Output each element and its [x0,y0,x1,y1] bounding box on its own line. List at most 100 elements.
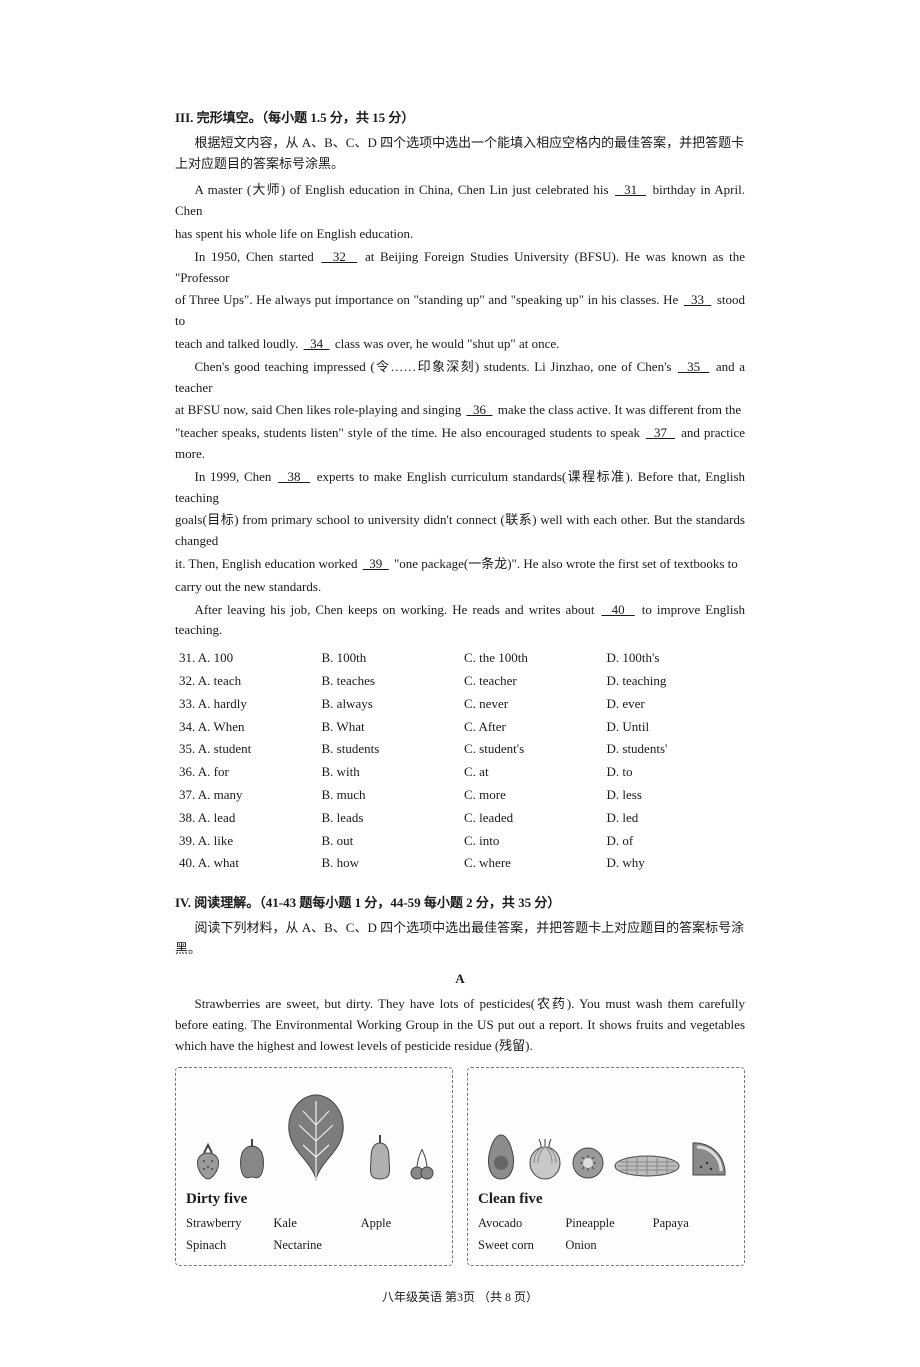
option-cell: B. leads [318,807,461,830]
dirty-item: Spinach [186,1235,267,1255]
blank-40: 40 [599,602,636,617]
corn-icon [612,1151,682,1181]
option-cell: D. Until [603,716,746,739]
clean-item: Papaya [653,1213,734,1233]
option-cell: 36. A. for [175,761,318,784]
option-cell: C. more [460,784,603,807]
blank-38: 38 [276,469,312,484]
passage-para-2: In 1950, Chen started 32 at Beijing Fore… [175,247,745,289]
blank-34: 34 [302,336,332,351]
para-text: In 1950, Chen started [195,249,320,264]
passage-para-3c: "teacher speaks, students listen" style … [175,423,745,465]
strawberry-icon [192,1141,224,1181]
option-cell: 33. A. hardly [175,693,318,716]
clean-five-box: Clean five Avocado Pineapple Papaya Swee… [467,1067,745,1266]
option-row: 36. A. forB. withC. atD. to [175,761,745,784]
cloze-passage: A master (大师) of English education in Ch… [175,180,745,641]
option-cell: B. out [318,830,461,853]
option-cell: C. the 100th [460,647,603,670]
cherries-icon [408,1145,436,1181]
passage-para-1: A master (大师) of English education in Ch… [175,180,745,222]
option-cell: D. less [603,784,746,807]
para-text: of Three Ups". He always put importance … [175,292,682,307]
blank-37: 37 [644,425,677,440]
option-cell: C. never [460,693,603,716]
kale-icon [281,1091,351,1181]
reading-passage-letter: A [175,969,745,990]
passage-para-2c: teach and talked loudly. 34 class was ov… [175,334,745,355]
option-cell: B. teaches [318,670,461,693]
blank-35: 35 [676,359,711,374]
avocado-icon [481,1131,521,1181]
dirty-five-items: Strawberry Kale Apple Spinach Nectarine [186,1213,442,1255]
exam-page: III. 完形填空。（每小题 1.5 分，共 15 分） 根据短文内容，从 A、… [0,0,920,1367]
option-cell: D. students' [603,738,746,761]
option-cell: B. how [318,852,461,875]
option-row: 33. A. hardlyB. alwaysC. neverD. ever [175,693,745,716]
option-row: 31. A. 100B. 100thC. the 100thD. 100th's [175,647,745,670]
pear-apple-icon [363,1131,397,1181]
option-cell: 32. A. teach [175,670,318,693]
passage-para-4c: it. Then, English education worked 39 "o… [175,554,745,575]
clean-illustrations [478,1076,734,1181]
para-text: "one package(一条龙)". He also wrote the fi… [394,556,738,571]
option-cell: B. much [318,784,461,807]
dirty-item: Apple [361,1213,442,1233]
blank-36: 36 [464,402,494,417]
option-cell: C. into [460,830,603,853]
para-text: A master (大师) of English education in Ch… [195,182,614,197]
passage-para-4b: goals(目标) from primary school to univers… [175,510,745,552]
option-cell: B. 100th [318,647,461,670]
blank-31: 31 [613,182,648,197]
option-cell: C. where [460,852,603,875]
section-3-title: III. 完形填空。（每小题 1.5 分，共 15 分） [175,108,745,129]
option-cell: 34. A. When [175,716,318,739]
section-4-instructions: 阅读下列材料，从 A、B、C、D 四个选项中选出最佳答案，并把答题卡上对应题目的… [175,918,745,960]
option-cell: 40. A. what [175,852,318,875]
option-cell: C. After [460,716,603,739]
clean-item: Onion [565,1235,646,1255]
option-row: 37. A. manyB. muchC. moreD. less [175,784,745,807]
para-text: After leaving his job, Chen keeps on wor… [195,602,600,617]
produce-boxes: Dirty five Strawberry Kale Apple Spinach… [175,1067,745,1266]
option-cell: B. What [318,716,461,739]
para-text: "teacher speaks, students listen" style … [175,425,644,440]
para-text: at BFSU now, said Chen likes role-playin… [175,402,464,417]
onion-icon [526,1137,564,1181]
clean-five-title: Clean five [478,1187,734,1211]
para-text: teach and talked loudly. [175,336,302,351]
option-row: 39. A. likeB. outC. intoD. of [175,830,745,853]
clean-five-items: Avocado Pineapple Papaya Sweet corn Onio… [478,1213,734,1255]
dirty-item: Kale [273,1213,354,1233]
passage-para-3b: at BFSU now, said Chen likes role-playin… [175,400,745,421]
passage-para-4d: carry out the new standards. [175,577,745,598]
option-cell: D. to [603,761,746,784]
option-cell: C. at [460,761,603,784]
blank-32: 32 [319,249,359,264]
pepper-icon [235,1137,269,1181]
option-row: 40. A. whatB. howC. whereD. why [175,852,745,875]
passage-para-1b: has spent his whole life on English educ… [175,224,745,245]
option-cell: D. ever [603,693,746,716]
option-cell: D. why [603,852,746,875]
clean-item: Pineapple [565,1213,646,1233]
option-cell: D. teaching [603,670,746,693]
section-4: IV. 阅读理解。（41-43 题每小题 1 分，44-59 每小题 2 分，共… [175,893,745,1266]
clean-item: Sweet corn [478,1235,559,1255]
para-text: it. Then, English education worked [175,556,361,571]
reading-intro-text: Strawberries are sweet, but dirty. They … [175,994,745,1056]
blank-33: 33 [682,292,713,307]
passage-para-4: In 1999, Chen 38 experts to make English… [175,467,745,509]
option-cell: C. teacher [460,670,603,693]
papaya-watermelon-icon [687,1137,731,1181]
option-cell: 38. A. lead [175,807,318,830]
option-row: 34. A. WhenB. WhatC. AfterD. Until [175,716,745,739]
passage-para-5: After leaving his job, Chen keeps on wor… [175,600,745,642]
dirty-item: Strawberry [186,1213,267,1233]
dirty-item: Nectarine [273,1235,354,1255]
dirty-five-box: Dirty five Strawberry Kale Apple Spinach… [175,1067,453,1266]
option-row: 35. A. studentB. studentsC. student'sD. … [175,738,745,761]
option-cell: B. always [318,693,461,716]
option-cell: D. of [603,830,746,853]
option-cell: D. led [603,807,746,830]
